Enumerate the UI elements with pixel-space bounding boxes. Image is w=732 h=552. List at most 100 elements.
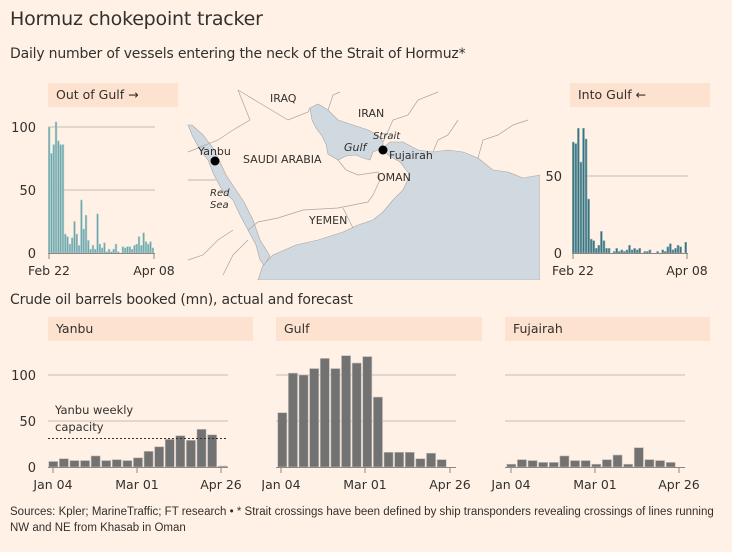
map-label-red: Red bbox=[210, 188, 230, 199]
map-label-fujairah: Fujairah bbox=[389, 149, 433, 162]
bar bbox=[623, 463, 634, 468]
bar bbox=[59, 144, 62, 254]
map-label-oman: OMAN bbox=[377, 171, 411, 184]
map-label-iraq: IRAQ bbox=[270, 92, 297, 105]
x-tick-label: Mar 01 bbox=[115, 477, 158, 492]
bar bbox=[655, 460, 665, 468]
bar bbox=[122, 460, 133, 468]
bar bbox=[73, 221, 76, 254]
bar bbox=[592, 240, 596, 254]
bar bbox=[101, 460, 112, 468]
bar bbox=[319, 358, 330, 468]
page-title: Hormuz chokepoint tracker bbox=[10, 8, 263, 30]
bar bbox=[679, 246, 682, 254]
y-tick-label: 0 bbox=[554, 247, 562, 262]
bar bbox=[59, 458, 69, 468]
bar bbox=[57, 140, 60, 254]
bar bbox=[137, 236, 141, 254]
map-label-strait: Strait bbox=[373, 131, 401, 142]
bar bbox=[68, 243, 72, 254]
bar bbox=[143, 451, 154, 468]
bar bbox=[605, 248, 608, 254]
yanbu-label: Yanbu bbox=[48, 317, 253, 341]
bar bbox=[661, 249, 665, 254]
bar bbox=[147, 243, 150, 254]
bar bbox=[101, 247, 104, 254]
fujairah-marker bbox=[378, 145, 388, 155]
bar bbox=[664, 251, 667, 254]
bar bbox=[71, 237, 74, 254]
bar bbox=[111, 459, 122, 468]
bar bbox=[600, 231, 603, 254]
bar bbox=[436, 459, 447, 468]
bar bbox=[105, 251, 108, 254]
bar bbox=[103, 242, 106, 254]
gulf-chart: Jan 04 Mar 01 Apr 26 bbox=[262, 355, 471, 492]
bar bbox=[577, 127, 580, 254]
bar bbox=[98, 243, 101, 254]
fujairah-label: Fujairah bbox=[505, 317, 710, 341]
x-tick-label: Jan 04 bbox=[262, 477, 301, 492]
bar bbox=[121, 246, 125, 254]
bar bbox=[112, 248, 115, 254]
gulf-label: Gulf bbox=[276, 317, 482, 341]
capacity-annotation-line2: capacity bbox=[55, 420, 104, 434]
bar bbox=[277, 412, 288, 468]
bar bbox=[107, 248, 111, 254]
x-tick-label: Apr 26 bbox=[429, 477, 471, 492]
bar bbox=[94, 248, 97, 254]
map-label-iran: IRAN bbox=[358, 107, 384, 120]
x-tick-label: Feb 22 bbox=[552, 263, 594, 278]
bar bbox=[114, 243, 118, 254]
barrels-subtitle: Crude oil barrels booked (mn), actual an… bbox=[10, 292, 353, 308]
bar bbox=[674, 248, 677, 254]
bar bbox=[288, 372, 298, 468]
bar bbox=[648, 249, 652, 254]
bar bbox=[50, 153, 53, 254]
bar bbox=[149, 241, 152, 254]
bar bbox=[584, 138, 588, 254]
bar bbox=[630, 249, 634, 254]
bar bbox=[47, 126, 51, 254]
bar bbox=[61, 144, 65, 254]
bar bbox=[341, 355, 351, 468]
bar bbox=[591, 463, 602, 468]
bar bbox=[196, 428, 207, 468]
yanbu-chart: 0 50 100 Jan 04 Mar 01 Apr 26 Yanbu weekly capa… bbox=[11, 369, 242, 492]
bar bbox=[506, 463, 517, 468]
country-borders bbox=[187, 89, 529, 276]
bar bbox=[643, 251, 647, 254]
bar bbox=[175, 435, 186, 468]
bar bbox=[633, 447, 644, 468]
y-tick-label: 100 bbox=[11, 121, 36, 136]
bar bbox=[618, 251, 621, 254]
bar bbox=[207, 434, 217, 468]
out-of-gulf-chart: 0 50 100 Feb 22 Apr 08 bbox=[11, 121, 175, 278]
bar bbox=[151, 247, 154, 254]
bar bbox=[597, 245, 601, 254]
red-sea bbox=[187, 124, 271, 266]
bar bbox=[625, 249, 629, 254]
bar bbox=[676, 245, 680, 254]
bar bbox=[110, 251, 113, 254]
y-tick-label: 50 bbox=[545, 170, 562, 185]
persian-gulf bbox=[309, 103, 384, 161]
bar bbox=[571, 141, 575, 254]
bar bbox=[684, 241, 688, 254]
map-label-saudi-arabia: SAUDI ARABIA bbox=[243, 153, 322, 166]
bar bbox=[309, 368, 320, 468]
x-tick-label: Jan 04 bbox=[32, 477, 72, 492]
bar bbox=[351, 362, 362, 468]
bar bbox=[126, 246, 129, 254]
x-tick-label: Apr 26 bbox=[200, 477, 242, 492]
bar bbox=[90, 455, 101, 468]
bar bbox=[84, 214, 88, 254]
y-tick-label: 100 bbox=[11, 369, 36, 384]
map-label-yanbu: Yanbu bbox=[197, 145, 231, 158]
map-label-yemen: YEMEN bbox=[308, 214, 347, 227]
arabian-sea bbox=[257, 141, 540, 280]
bar bbox=[615, 248, 619, 254]
bar bbox=[527, 460, 538, 468]
into-gulf-label: Into Gulf ← bbox=[570, 83, 710, 107]
bar bbox=[186, 440, 196, 468]
